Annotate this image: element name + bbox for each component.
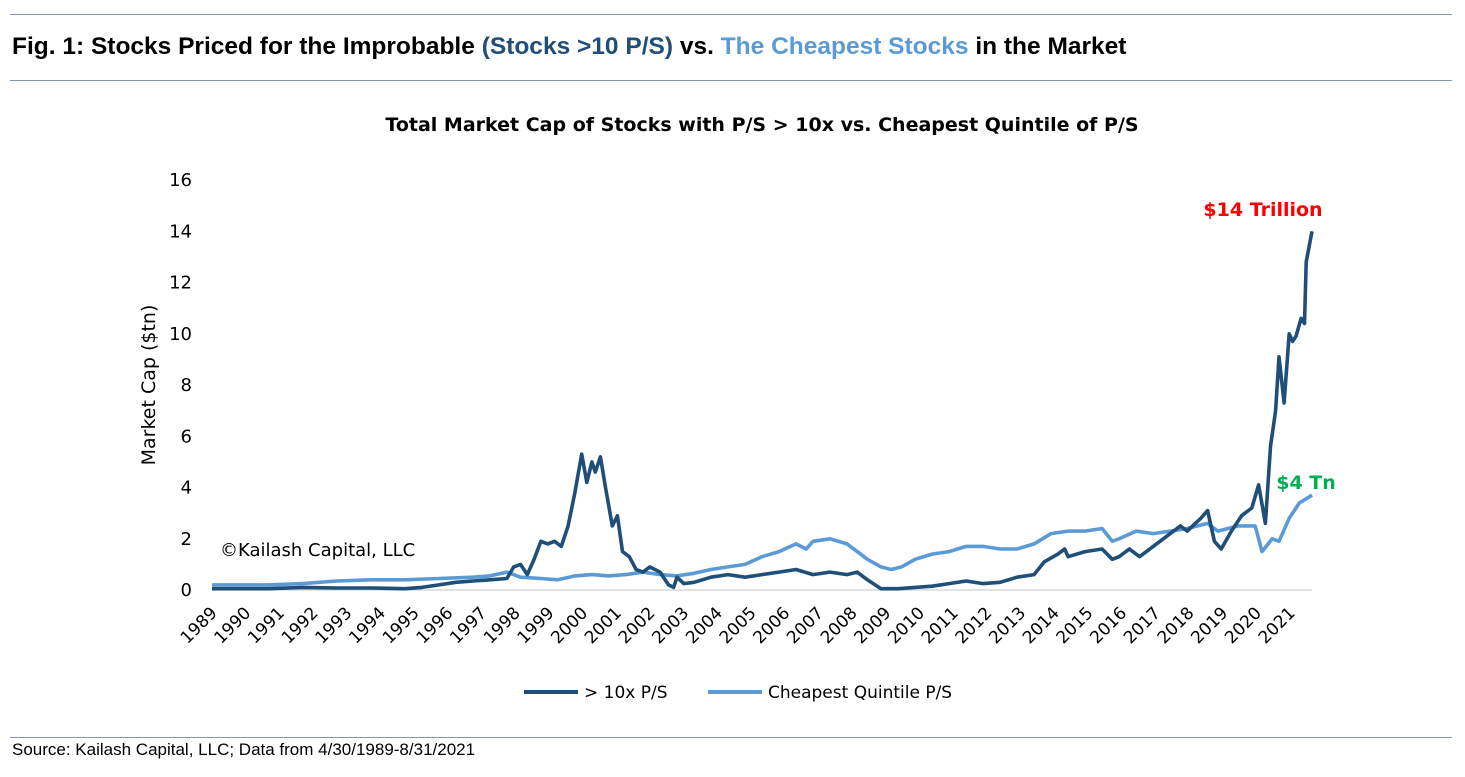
x-tick-label: 2018 — [1154, 603, 1199, 648]
figure-title-part: The Cheapest Stocks — [720, 33, 969, 60]
source-note: Source: Kailash Capital, LLC; Data from … — [12, 740, 476, 759]
x-tick-label: 1998 — [480, 603, 525, 648]
x-tick-label: 2000 — [547, 603, 592, 648]
x-tick-label: 2008 — [817, 603, 862, 648]
x-tick-label: 1990 — [210, 603, 255, 648]
y-tick-label: 14 — [169, 221, 192, 242]
x-tick-label: 1991 — [244, 603, 289, 648]
legend-label-over-10x: > 10x P/S — [584, 683, 668, 703]
y-tick-label: 6 — [181, 426, 192, 447]
x-tick-label: 2001 — [581, 603, 626, 648]
x-tick-label: 2021 — [1255, 603, 1300, 648]
x-tick-label: 2002 — [615, 603, 660, 648]
x-tick-label: 2020 — [1221, 603, 1266, 648]
annotation-4-tn: $4 Tn — [1276, 472, 1336, 494]
legend-label-cheapest: Cheapest Quintile P/S — [768, 683, 952, 703]
x-tick-label: 1992 — [278, 603, 323, 648]
x-tick-label: 2015 — [1053, 603, 1098, 648]
watermark: ©Kailash Capital, LLC — [220, 540, 415, 561]
x-tick-label: 2009 — [851, 603, 896, 648]
y-tick-label: 4 — [181, 478, 192, 499]
figure-title-part: (Stocks >10 P/S) — [481, 33, 674, 60]
x-tick-label: 1994 — [345, 603, 390, 648]
x-tick-label: 1996 — [413, 603, 458, 648]
figure-title-part: vs. — [673, 33, 721, 60]
chart-title: Total Market Cap of Stocks with P/S > 10… — [385, 114, 1138, 136]
figure-title-part: in the Market — [968, 33, 1127, 60]
x-tick-label: 2012 — [952, 603, 997, 648]
x-tick-label: 1993 — [312, 603, 357, 648]
y-tick-label: 16 — [169, 170, 192, 191]
x-tick-label: 2010 — [884, 603, 929, 648]
x-tick-label: 2016 — [1086, 603, 1131, 648]
x-tick-label: 2019 — [1187, 603, 1232, 648]
x-tick-label: 2005 — [716, 603, 761, 648]
y-axis-label: Market Cap ($tn) — [138, 305, 160, 466]
x-tick-label: 1997 — [446, 603, 491, 648]
x-tick-label: 2011 — [918, 603, 963, 648]
x-tick-label: 2014 — [1019, 603, 1064, 648]
source-rule — [10, 737, 1452, 738]
x-tick-label: 2004 — [682, 603, 727, 648]
figure-title: Fig. 1: Stocks Priced for the Improbable… — [12, 33, 1126, 61]
annotation-14-trillion: $14 Trillion — [1203, 199, 1322, 221]
y-tick-label: 2 — [181, 529, 192, 550]
series-line-over-10x — [212, 230, 1314, 591]
title-rule — [10, 80, 1452, 81]
x-tick-label: 1989 — [177, 603, 222, 648]
figure-title-part: Fig. 1: Stocks Priced for the Improbable — [12, 33, 482, 60]
x-tick-label: 2017 — [1120, 603, 1165, 648]
y-tick-label: 12 — [169, 273, 192, 294]
legend: > 10x P/S Cheapest Quintile P/S — [524, 683, 952, 703]
x-tick-label: 2007 — [783, 603, 828, 648]
y-tick-label: 8 — [181, 375, 192, 396]
x-tick-label: 2003 — [648, 603, 693, 648]
x-tick-label: 1995 — [379, 603, 424, 648]
x-tick-label: 2013 — [985, 603, 1030, 648]
y-tick-label: 10 — [169, 324, 192, 345]
y-tick-label: 0 — [181, 580, 192, 601]
x-tick-label: 2006 — [749, 603, 794, 648]
x-tick-label: 1999 — [514, 603, 559, 648]
top-rule — [10, 14, 1452, 15]
